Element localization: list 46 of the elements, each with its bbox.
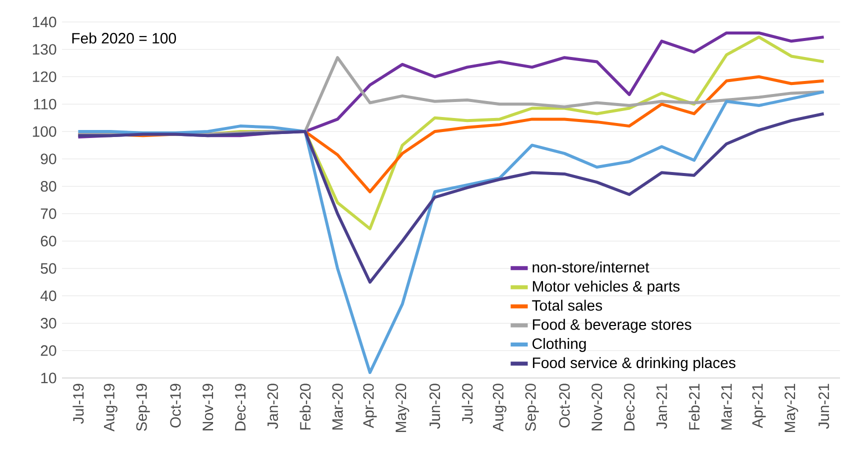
y-tick-label: 10 [41, 372, 56, 384]
x-tick-label: Nov-20 [592, 384, 602, 430]
x-tick-label: Apr-21 [752, 384, 766, 428]
legend-label: Motor vehicles & parts [532, 280, 680, 295]
legend-label: Clothing [532, 338, 586, 352]
x-tick-label: Aug-19 [104, 384, 118, 432]
x-tick-label: Jul-20 [462, 384, 473, 424]
y-tick-label: 30 [40, 318, 56, 329]
y-tick-label: 100 [32, 126, 56, 137]
y-tick-label: 50 [40, 263, 56, 274]
y-tick-label: 90 [40, 154, 56, 164]
x-tick-label: Oct-19 [170, 384, 181, 428]
x-tick-label: Mar-20 [332, 384, 343, 430]
x-tick-label: May-21 [784, 384, 798, 432]
y-tick-label: 120 [32, 71, 56, 82]
annotation: Feb 2020 = 100 [72, 32, 176, 44]
y-tick-label: 130 [32, 44, 56, 55]
x-tick-label: Jun-20 [429, 384, 440, 429]
x-tick-label: Nov-19 [202, 384, 214, 430]
y-tick-label: 20 [40, 345, 56, 356]
x-tick-label: Jan-21 [656, 384, 668, 429]
y-tick-label: 40 [40, 290, 56, 302]
x-tick-label: Jun-21 [818, 384, 830, 429]
y-tick-label: 80 [40, 180, 56, 192]
x-tick-label: Feb-21 [688, 384, 700, 430]
legend-label: Total sales [532, 300, 602, 311]
x-tick-label: Sep-19 [136, 384, 150, 431]
x-tick-label: May-20 [396, 384, 410, 432]
legend-label: Food service & drinking places [532, 357, 736, 372]
x-tick-label: Jul-19 [72, 384, 84, 424]
line-series [76, 90, 826, 374]
x-tick-label: Apr-20 [363, 384, 377, 428]
x-tick-label: Feb-20 [300, 384, 311, 430]
x-tick-label: Sep-20 [525, 384, 539, 431]
x-tick-label: Jan-20 [267, 384, 278, 429]
x-tick-label: Dec-19 [234, 384, 246, 430]
legend-label: Food & beverage stores [532, 318, 692, 333]
y-tick-label: 110 [34, 98, 56, 110]
legend-label: non-store/internet [532, 262, 650, 273]
y-tick-label: 140 [32, 16, 56, 28]
x-tick-label: Dec-20 [624, 384, 635, 430]
x-tick-label: Mar-21 [721, 384, 732, 430]
y-tick-label: 70 [40, 208, 56, 219]
x-tick-label: Oct-20 [559, 384, 570, 428]
x-tick-label: Aug-20 [492, 384, 506, 432]
y-tick-label: 60 [40, 236, 56, 246]
